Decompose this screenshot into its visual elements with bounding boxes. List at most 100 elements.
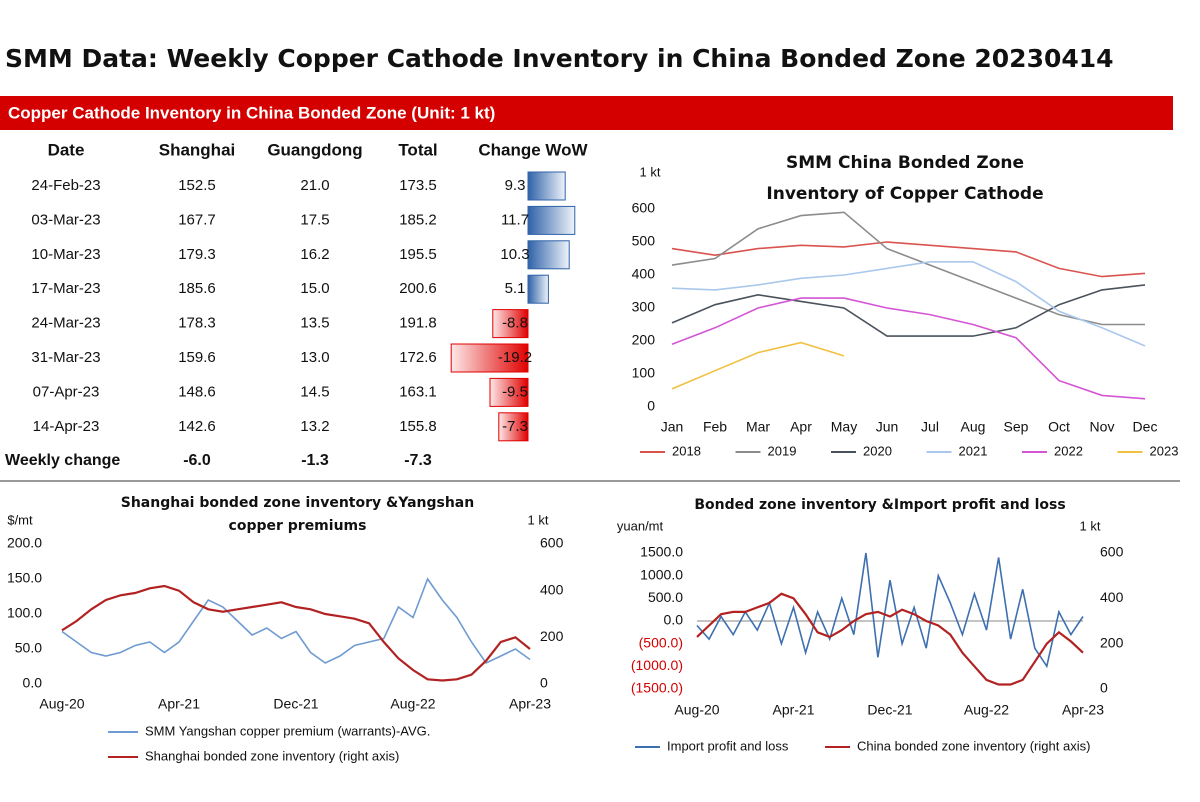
page-title: SMM Data: Weekly Copper Cathode Inventor… (5, 44, 1114, 73)
x-tick-label: Nov (1090, 419, 1115, 435)
legend-label: 2018 (672, 443, 701, 458)
table-cell: 179.3 (178, 246, 216, 263)
y-tick-label: 300 (632, 299, 656, 315)
y-tick-label: (1500.0) (631, 680, 683, 696)
chart-title: SMM China Bonded Zone Inventory of Coppe… (766, 153, 1044, 204)
series-line (671, 341, 845, 390)
legend-label: 2019 (768, 443, 797, 458)
x-tick-label: Apr-21 (772, 702, 814, 718)
y-tick-label: 100.0 (7, 605, 42, 621)
x-tick-label: Dec-21 (867, 702, 912, 718)
x-tick-label: Feb (703, 419, 727, 435)
y-tick-label: (1000.0) (631, 657, 683, 673)
table-cell: 13.5 (300, 315, 329, 332)
table-cell: 142.6 (178, 418, 216, 435)
table-cell: 31-Mar-23 (31, 349, 100, 366)
table-cell: 185.6 (178, 280, 216, 297)
x-tick-label: Jul (921, 419, 939, 435)
y-tick-label: 0.0 (664, 612, 684, 628)
change-bar (489, 377, 529, 407)
change-value: 5.1 (505, 280, 526, 297)
x-tick-label: Apr (790, 419, 812, 435)
table-cell: 195.5 (399, 246, 437, 263)
table-cell: 24-Mar-23 (31, 315, 100, 332)
table-cell: 159.6 (178, 349, 216, 366)
legend-label: Import profit and loss (667, 738, 789, 753)
legend-label: Shanghai bonded zone inventory (right ax… (145, 748, 399, 763)
y2-tick-label: 400 (540, 581, 564, 597)
footer-cell: -7.3 (404, 452, 432, 469)
legend-label: 2020 (863, 443, 892, 458)
x-tick-label: Apr-23 (509, 696, 551, 712)
y2-tick-label: 600 (1100, 544, 1124, 560)
change-value: -19.2 (498, 349, 532, 366)
change-value: 9.3 (505, 177, 526, 194)
x-tick-label: Apr-21 (158, 696, 200, 712)
table-cell: 167.7 (178, 211, 216, 228)
change-value: 11.7 (501, 211, 529, 228)
column-header: Date (48, 140, 85, 159)
change-value: 10.3 (500, 246, 529, 263)
x-tick-label: Apr-23 (1062, 702, 1104, 718)
table-cell: 163.1 (399, 383, 437, 400)
legend-label: 2021 (959, 443, 988, 458)
footer-cell: -6.0 (183, 452, 211, 469)
change-value: -8.8 (502, 315, 528, 332)
series-line (671, 211, 1145, 326)
series-line (671, 284, 1146, 337)
table-cell: 17.5 (300, 211, 329, 228)
change-value: -9.5 (502, 383, 528, 400)
table-cell: 191.8 (399, 315, 437, 332)
footer-cell: -1.3 (301, 452, 329, 469)
legend-label: SMM Yangshan copper premium (warrants)-A… (145, 723, 430, 738)
x-tick-label: Sep (1004, 419, 1029, 435)
chart-title: Shanghai bonded zone inventory &Yangshan… (120, 495, 475, 534)
table-cell: 03-Mar-23 (31, 211, 100, 228)
y-tick-label: 150.0 (7, 570, 42, 586)
table-cell: 21.0 (300, 177, 329, 194)
y-tick-label: 50.0 (15, 640, 42, 656)
series-line (671, 297, 1146, 400)
y-axis-label: 1 kt (640, 164, 661, 179)
y-tick-label: 500.0 (648, 589, 683, 605)
x-tick-label: Aug-22 (964, 702, 1009, 718)
table-cell: 15.0 (300, 280, 329, 297)
y2-tick-label: 400 (1100, 589, 1124, 605)
y-tick-label: 400 (632, 266, 656, 282)
series-line (696, 592, 1084, 686)
y-tick-label: 1500.0 (640, 544, 683, 560)
column-header: Guangdong (267, 140, 362, 159)
y2-tick-label: 200 (540, 628, 564, 644)
x-tick-label: Mar (746, 419, 770, 435)
table-cell: 178.3 (178, 315, 216, 332)
y-tick-label: 600 (632, 200, 656, 216)
change-bar (527, 240, 570, 270)
table-cell: 13.2 (300, 418, 329, 435)
legend-label: 2022 (1054, 443, 1083, 458)
table-cell: 07-Apr-23 (33, 383, 100, 400)
y-axis-label: yuan/mt (617, 518, 664, 533)
x-tick-label: Aug-20 (674, 702, 719, 718)
column-header: Change WoW (478, 140, 588, 159)
footer-cell: Weekly change (5, 452, 120, 469)
table-cell: 200.6 (399, 280, 437, 297)
table-cell: 155.8 (399, 418, 437, 435)
change-bar (498, 412, 529, 442)
table-cell: 24-Feb-23 (31, 177, 100, 194)
legend-label: 2023 (1150, 443, 1179, 458)
series-line (61, 577, 531, 665)
y2-tick-label: 0 (540, 675, 548, 691)
y-axis-label: $/mt (7, 512, 33, 527)
table-cell: 172.6 (399, 349, 437, 366)
table-cell: 152.5 (178, 177, 216, 194)
series-line (61, 584, 531, 682)
y2-axis-label: 1 kt (1080, 518, 1101, 533)
table-cell: 10-Mar-23 (31, 246, 100, 263)
y2-tick-label: 0 (1100, 680, 1108, 696)
table-banner (0, 96, 1173, 130)
y2-tick-label: 600 (540, 535, 564, 551)
y-tick-label: (500.0) (639, 634, 683, 650)
table-cell: 14-Apr-23 (33, 418, 100, 435)
x-tick-label: Jun (876, 419, 899, 435)
y-tick-label: 200.0 (7, 535, 42, 551)
